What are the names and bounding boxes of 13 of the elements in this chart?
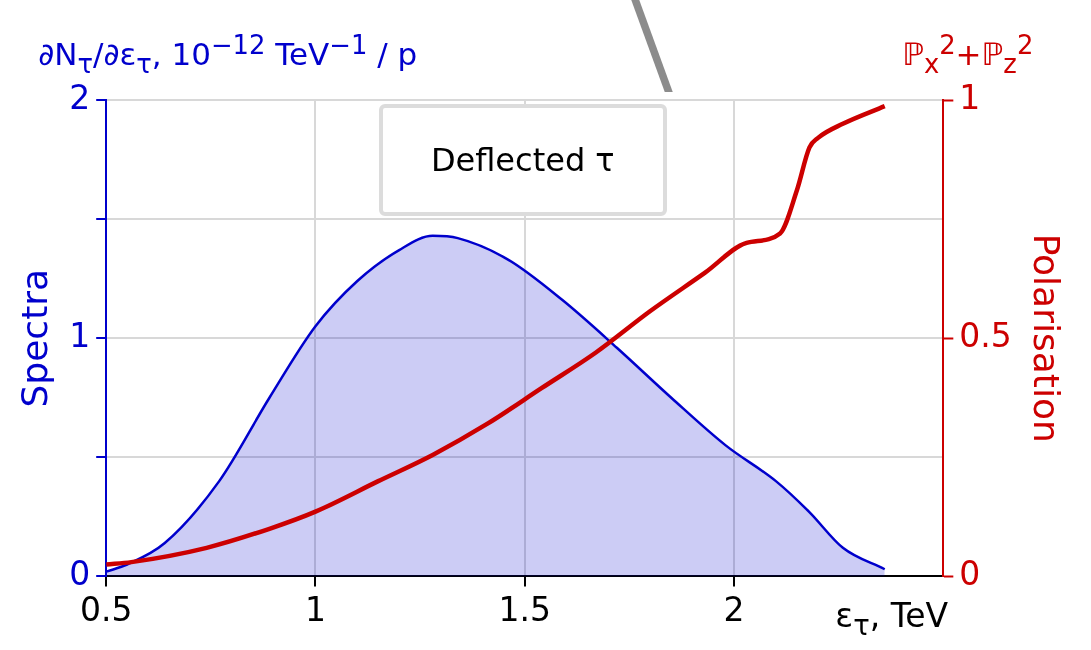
y-axis-title: Spectra [13, 268, 55, 408]
y2-tick-label: 0.5 [959, 315, 1012, 355]
line-series [106, 103, 887, 567]
text: ∂N$_{τ}$/∂ε$_{τ}$, 10$^{−12}$ TeV$^{−1}$ / p [38, 30, 418, 79]
x-tick-label: 1.5 [498, 589, 551, 629]
y2-tick-label: 1 [959, 77, 981, 117]
x-tick-label: 2 [723, 589, 745, 629]
x-tick-label: 1 [304, 589, 326, 629]
y2-axis-title: Polarisation [1026, 233, 1068, 443]
y2-tick-label: 0 [959, 553, 981, 593]
x-axis-title: ε$_{τ}$, TeV [835, 596, 949, 641]
y-tick-label: 2 [69, 77, 91, 117]
y-tick-label: 1 [69, 315, 91, 355]
